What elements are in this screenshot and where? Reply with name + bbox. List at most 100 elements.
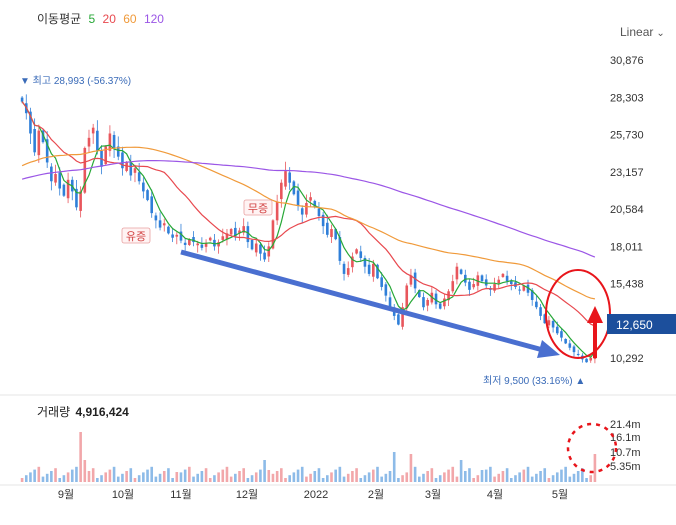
scale-selector[interactable]: Linear ⌄ [620, 25, 665, 39]
volume-bar [547, 478, 551, 482]
volume-bar [70, 469, 74, 482]
marker-text: 유증 [126, 230, 146, 243]
candle-body [468, 281, 471, 290]
legend-ma20[interactable]: 20 [102, 12, 116, 26]
volume-bar [593, 454, 597, 482]
candle-body [20, 97, 24, 102]
candle-body [568, 343, 572, 348]
x-tick-label: 9월 [58, 488, 74, 501]
candle-body [535, 301, 538, 308]
candle-body [242, 226, 245, 233]
candle-body [275, 201, 279, 221]
candle-body [259, 244, 262, 254]
volume-bar [472, 478, 475, 482]
volume-bar [50, 471, 53, 482]
candle-body [493, 284, 496, 291]
volume-bar [267, 470, 271, 482]
y-axis: 30,876 28,303 25,730 23,157 20,584 18,011 15,4… [610, 55, 644, 365]
volume-bar [146, 469, 149, 482]
volume-bar [305, 476, 308, 482]
volume-bar [217, 472, 220, 482]
volume-bar [296, 469, 300, 482]
candle-body [175, 234, 179, 237]
volume-bar [426, 471, 429, 482]
moving-average-legend: 이동평균 5 20 60 120 [37, 10, 168, 27]
candle-body [518, 289, 521, 291]
volume-bar [254, 472, 258, 482]
legend-ma60[interactable]: 60 [123, 12, 137, 26]
volume-bar [413, 466, 417, 482]
volume-bar [154, 476, 158, 482]
y-tick-label: 10,292 [610, 353, 644, 365]
candle-body [284, 171, 287, 187]
candle-body [112, 134, 116, 148]
volume-bar [62, 475, 66, 482]
volume-bar [551, 475, 555, 482]
candle-body [29, 111, 32, 134]
candle-body [309, 197, 312, 201]
volume-bar [238, 471, 241, 482]
volume-bar [234, 473, 237, 482]
volume-bar [108, 469, 112, 482]
candle-body [334, 229, 337, 240]
candle-body [116, 146, 120, 157]
volume-bar [367, 472, 371, 482]
volume-bar [530, 476, 534, 482]
high-price-label: ▼ 최고 28,993 (-56.37%) [20, 75, 131, 87]
candle-body [66, 179, 70, 199]
candle-body [376, 264, 379, 279]
y-tick-label: 15,438 [610, 279, 644, 291]
candle-body [351, 256, 354, 268]
volume-bar [29, 472, 32, 482]
candle-body [426, 299, 429, 306]
candle-body [484, 279, 488, 286]
candle-body [539, 307, 542, 316]
legend-ma120[interactable]: 120 [143, 12, 164, 26]
volume-bar [484, 469, 488, 482]
x-tick-label: 5월 [552, 488, 568, 501]
volume-bar [79, 432, 82, 482]
volume-bar [572, 473, 576, 482]
candle-body [41, 130, 45, 143]
volume-bar [125, 471, 128, 482]
volume-bar [41, 476, 45, 482]
volume-bar [338, 466, 342, 482]
volume-bar [543, 468, 547, 482]
candle-body [372, 263, 375, 277]
candle-body [346, 268, 350, 275]
candle-body [200, 244, 204, 248]
candle-body [589, 357, 593, 361]
volume-bar [121, 473, 124, 482]
candle-body [158, 220, 162, 228]
candle-body [91, 127, 95, 134]
candle-body [317, 208, 321, 217]
volume-bar [581, 468, 584, 482]
volume-bar [388, 471, 392, 482]
candle-body [183, 242, 187, 245]
candle-body [154, 215, 158, 221]
candle-body [54, 174, 57, 183]
volume-bar [509, 478, 513, 482]
volume-bar [409, 454, 413, 482]
candle-body [267, 246, 271, 257]
candle-body [217, 242, 220, 247]
volume-bar [225, 466, 229, 482]
volume-tick-label: 5.35m [610, 461, 641, 473]
volume-bar [501, 471, 505, 482]
candle-body [338, 237, 342, 261]
volume-bar [263, 460, 266, 482]
legend-ma5[interactable]: 5 [88, 12, 96, 26]
candles [20, 94, 597, 364]
candle-body [292, 181, 296, 195]
volume-bar [480, 470, 484, 482]
candle-body [87, 137, 91, 147]
candle-body [355, 249, 358, 254]
candle-body [459, 269, 463, 274]
volume-bar [37, 466, 41, 482]
candle-body [288, 172, 291, 183]
volume-bar [275, 471, 279, 482]
candle-body [204, 243, 208, 247]
volume-bar [280, 468, 283, 482]
volume-bar [359, 478, 363, 482]
